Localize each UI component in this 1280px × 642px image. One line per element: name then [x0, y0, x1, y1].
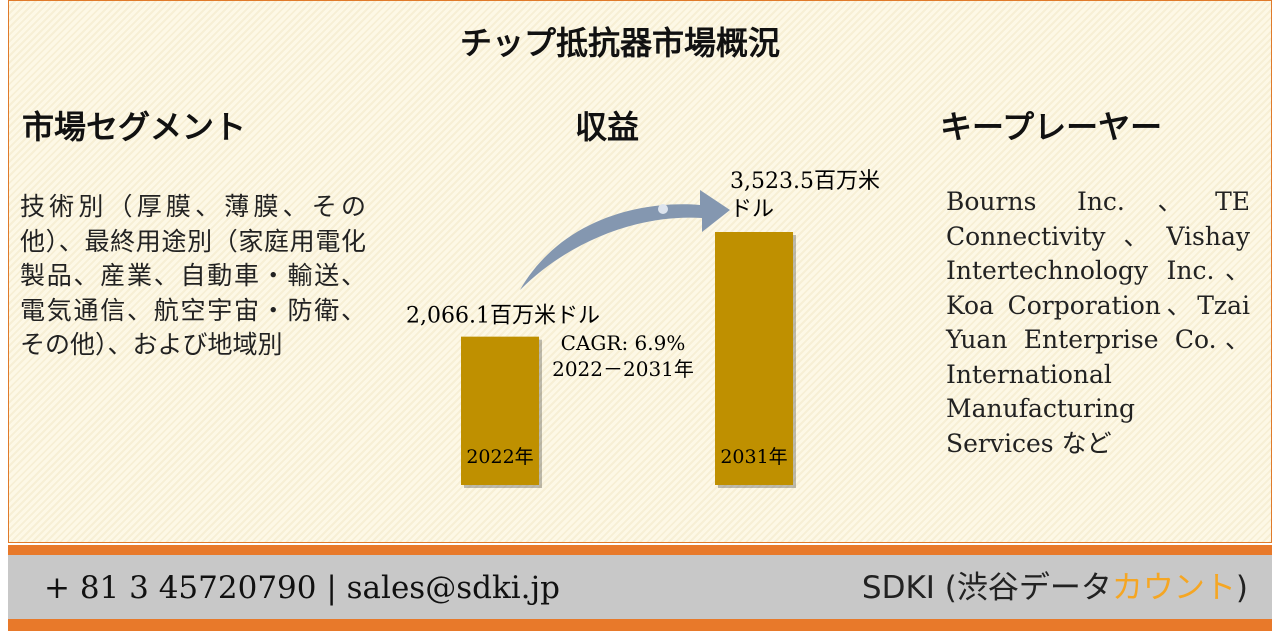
- footer-stripe: [8, 545, 1272, 555]
- title: チップ抵抗器市場概況: [459, 24, 780, 62]
- bar-value-label: 2,066.1百万米ドル: [406, 304, 600, 329]
- bar-value-label: 3,523.5百万米ドル: [730, 169, 880, 222]
- bar-year: 2022年: [466, 446, 533, 468]
- players-text: Bourns Inc.、TE Connectivity、Vishay Inter…: [946, 187, 1250, 458]
- bar-year: 2031年: [720, 446, 787, 468]
- revenue-title: 収益: [575, 108, 640, 146]
- footer-stripe: [8, 619, 1272, 631]
- arrow-dot: [658, 204, 668, 214]
- players-title: キープレーヤー: [940, 108, 1163, 146]
- cagr: CAGR: 6.9%: [561, 331, 686, 355]
- segments-title: 市場セグメント: [22, 108, 247, 146]
- segments-text: 技術別（厚膜、薄膜、その他）、最終用途別（家庭用電化製品、産業、自動車・輸送、電…: [20, 192, 366, 359]
- brand-name: SDKI (渋谷データ: [861, 570, 1112, 606]
- cagr-period: 2022－2031年: [552, 357, 694, 381]
- brand: SDKI (渋谷データカウント): [862, 562, 1248, 607]
- footer-band: [8, 555, 1272, 619]
- panel: [8, 0, 1272, 543]
- brand-end: ): [1235, 570, 1248, 606]
- brand-accent: カウント: [1111, 570, 1236, 606]
- bar: [715, 232, 793, 485]
- bar: [461, 336, 539, 485]
- growth-arrow: [520, 190, 730, 290]
- contact: + 81 3 45720790 | sales@sdki.jp: [44, 570, 560, 606]
